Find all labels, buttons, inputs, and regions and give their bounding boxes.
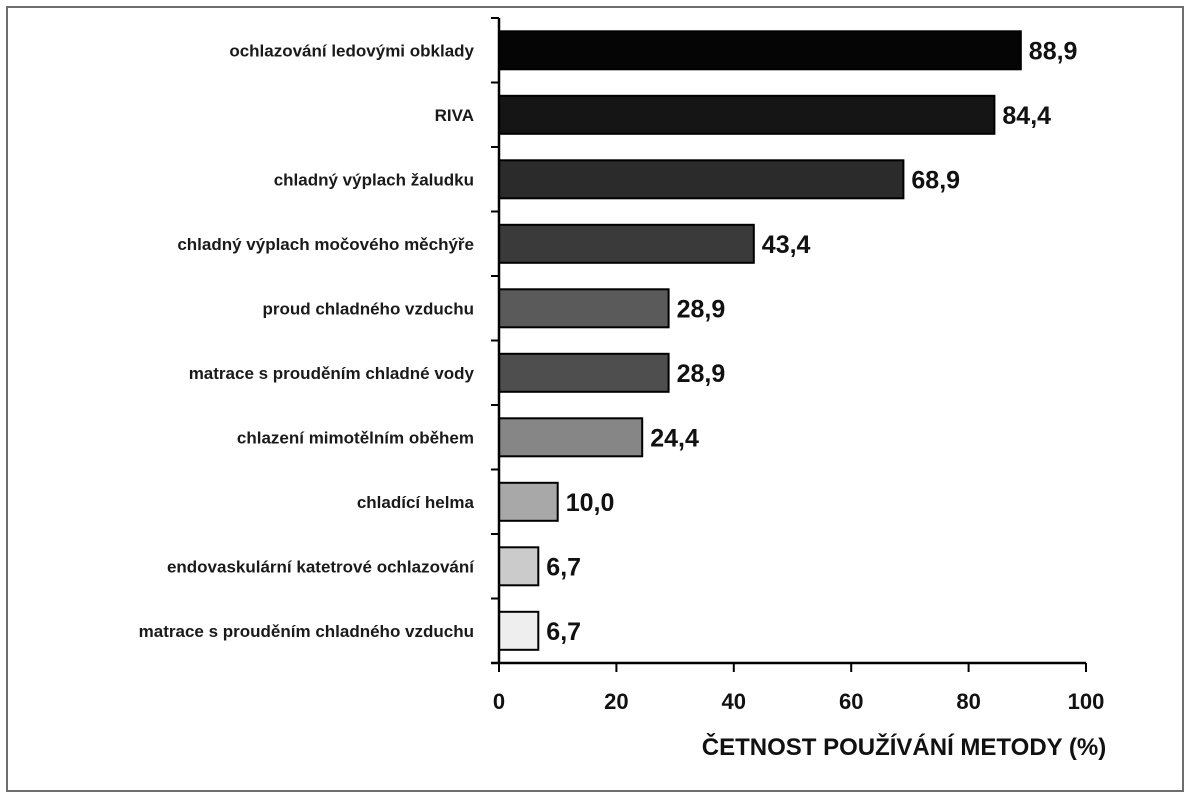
chart-frame xyxy=(6,6,1184,792)
category-label: chladící helma xyxy=(357,493,475,512)
x-tick-label: 0 xyxy=(493,689,505,714)
category-label: endovaskulární katetrové ochlazování xyxy=(167,557,475,576)
axis-layer xyxy=(491,17,1087,672)
category-label: chladný výplach močového měchýře xyxy=(177,235,474,254)
category-label: matrace s prouděním chladného vzduchu xyxy=(139,622,474,641)
bar xyxy=(498,546,540,587)
category-label: ochlazování ledovými obklady xyxy=(229,41,474,60)
value-label: 6,7 xyxy=(546,553,581,581)
bar xyxy=(498,417,644,458)
x-tick-label: 80 xyxy=(956,689,980,714)
value-label: 28,9 xyxy=(677,295,726,323)
value-label: 10,0 xyxy=(566,489,615,517)
labels-layer: ochlazování ledovými obklady 88,9 RIVA 84,4… xyxy=(139,37,1105,714)
value-label: 43,4 xyxy=(762,231,811,259)
category-label: matrace s prouděním chladné vody xyxy=(189,364,475,383)
category-label: chlazení mimotělním oběhem xyxy=(237,428,474,447)
bar xyxy=(498,159,905,200)
value-label: 88,9 xyxy=(1029,37,1078,65)
value-label: 6,7 xyxy=(546,618,581,646)
x-tick-label: 40 xyxy=(722,689,746,714)
bar xyxy=(498,288,670,329)
value-label: 84,4 xyxy=(1002,102,1051,130)
x-axis-title: ČETNOST POUŽÍVÁNÍ METODY (%) xyxy=(702,733,1106,761)
bar xyxy=(498,30,1022,71)
bar xyxy=(498,223,755,264)
bar xyxy=(498,481,559,522)
bars-layer xyxy=(498,30,1022,651)
x-tick-label: 20 xyxy=(604,689,628,714)
category-label: proud chladného vzduchu xyxy=(262,299,474,318)
bar xyxy=(498,352,670,393)
value-label: 68,9 xyxy=(911,166,960,194)
category-label: RIVA xyxy=(435,106,474,125)
x-tick-label: 60 xyxy=(839,689,863,714)
bar xyxy=(498,610,540,651)
category-label: chladný výplach žaludku xyxy=(274,170,474,189)
x-tick-label: 100 xyxy=(1068,689,1105,714)
value-label: 24,4 xyxy=(650,424,699,452)
bar xyxy=(498,94,996,135)
value-label: 28,9 xyxy=(677,360,726,388)
